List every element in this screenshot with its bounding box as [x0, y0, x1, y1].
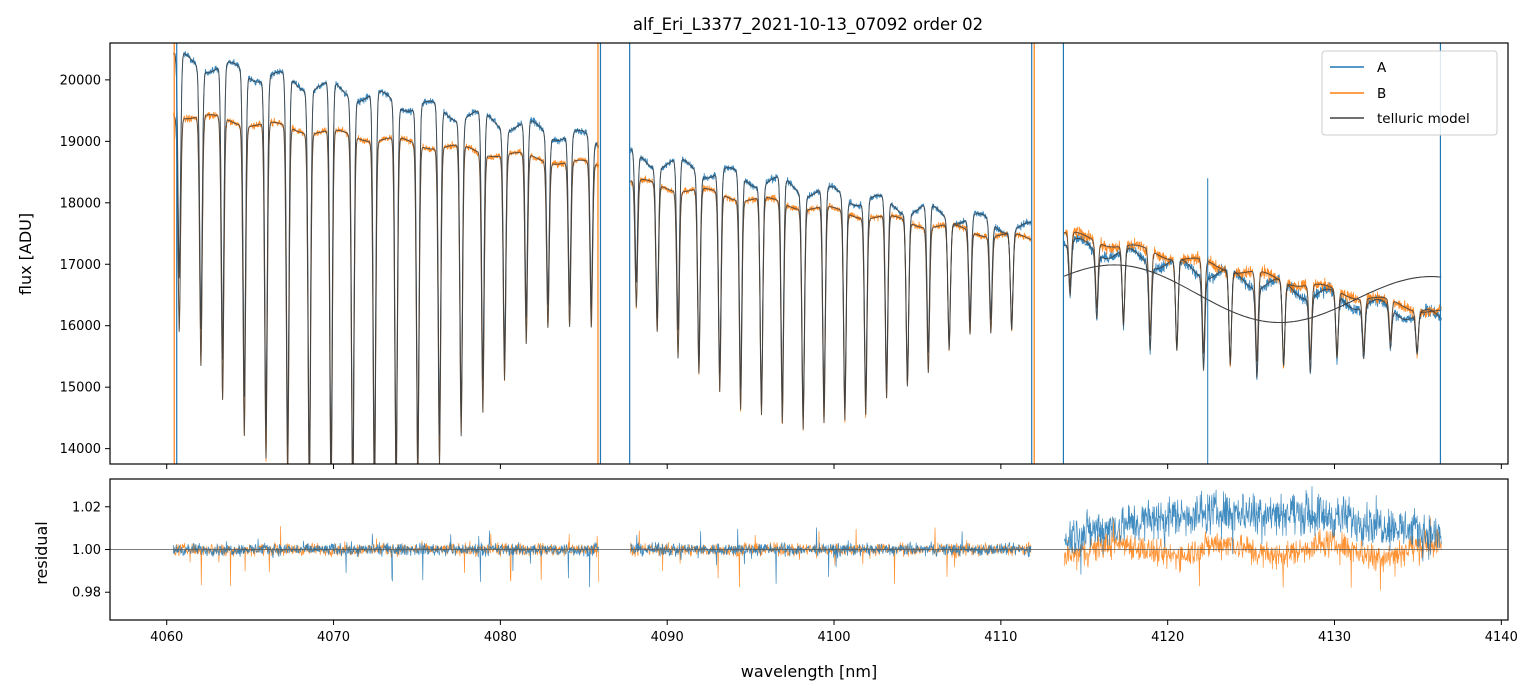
top-x-axis: [166, 464, 1502, 469]
top-y-tick-label: 17000: [60, 258, 101, 273]
residual-a-seg-0: [173, 530, 600, 588]
x-tick-label: 4070: [317, 630, 350, 645]
top-y-tick-label: 19000: [60, 135, 101, 150]
telluric-model-b-seg-0: [173, 114, 599, 464]
legend-label-b: B: [1377, 86, 1386, 102]
x-tick-label: 4110: [984, 630, 1017, 645]
residual-b-seg-2: [1063, 517, 1442, 591]
x-tick-label: 4100: [817, 630, 850, 645]
legend[interactable]: A B telluric model: [1321, 50, 1498, 136]
top-panel: 14000 15000 16000 17000 18000 19000 20000 flux…: [16, 42, 1509, 469]
x-axis-label: wavelength [nm]: [741, 662, 878, 681]
legend-label-a: A: [1377, 60, 1387, 76]
x-tick-label: 4060: [150, 630, 183, 645]
x-tick-label: 4120: [1151, 630, 1184, 645]
top-y-tick-label: 14000: [60, 442, 101, 457]
top-axes-frame: [109, 42, 1509, 465]
residual-b-seg-1: [630, 527, 1032, 588]
top-plot-area: [173, 43, 1442, 464]
bottom-y-tick-label: 0.98: [72, 586, 101, 601]
top-y-tick-label: 18000: [60, 196, 101, 211]
top-y-tick-label: 15000: [60, 381, 101, 396]
legend-box: [1321, 50, 1498, 136]
x-tick-label: 4130: [1318, 630, 1351, 645]
bottom-plot-area: [110, 486, 1508, 591]
bottom-y-tick-label: 1.00: [72, 543, 101, 558]
bottom-x-axis: 4060 4070 4080 4090 4100 4110 4120 4130 4140: [150, 620, 1518, 645]
bottom-y-axis-label: residual: [32, 521, 51, 584]
bottom-panel: 0.98 1.00 1.02 4060 4070 4080 4090 4100 4110 412…: [32, 478, 1518, 681]
telluric-model-b-seg-2: [1064, 231, 1442, 366]
x-tick-label: 4140: [1485, 630, 1518, 645]
top-y-tick-label: 20000: [60, 73, 101, 88]
telluric-model-smooth: [1063, 264, 1442, 324]
x-tick-label: 4080: [484, 630, 517, 645]
residual-a-seg-2: [1063, 486, 1442, 575]
bottom-y-tick-label: 1.02: [72, 500, 101, 515]
telluric-model-a-seg-2: [1063, 237, 1442, 378]
legend-label-telluric: telluric model: [1377, 111, 1470, 127]
top-y-axis-label: flux [ADU]: [16, 213, 35, 295]
x-tick-label: 4090: [651, 630, 684, 645]
telluric-model-b-seg-1: [630, 179, 1032, 430]
top-y-tick-label: 16000: [60, 319, 101, 334]
chart-title: alf_Eri_L3377_2021-10-13_07092 order 02: [633, 15, 983, 35]
telluric-model-a-seg-0: [173, 53, 600, 464]
top-y-axis: 14000 15000 16000 17000 18000 19000 20000: [60, 73, 110, 457]
bottom-y-axis: 0.98 1.00 1.02: [72, 500, 110, 601]
